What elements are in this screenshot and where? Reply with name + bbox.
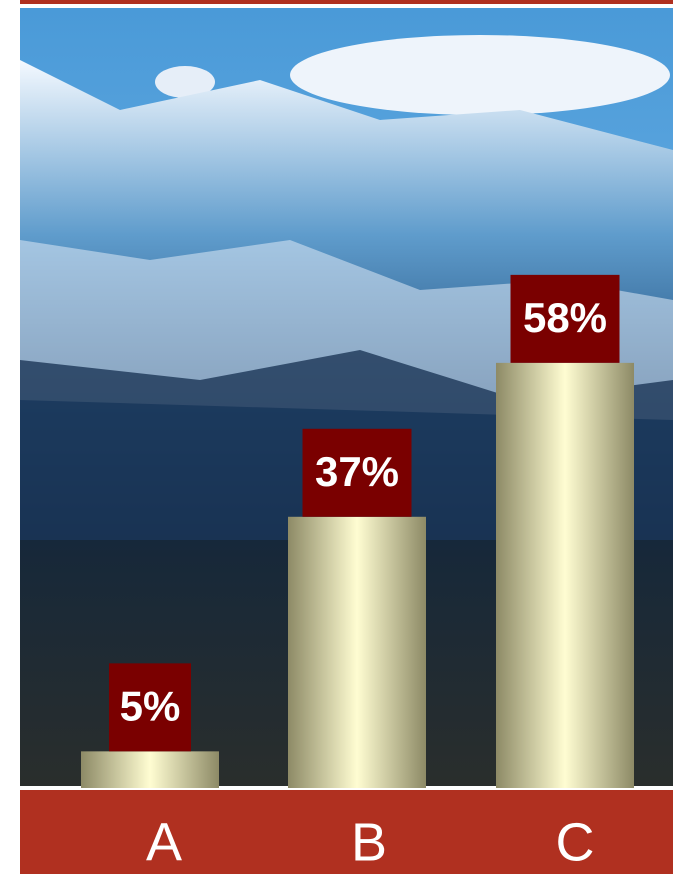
plot-area: 5% A 37% B 58% C — [81, 274, 634, 872]
top-band — [20, 0, 673, 4]
value-label-box — [109, 663, 191, 752]
value-label-box — [302, 428, 412, 517]
bar — [496, 362, 634, 788]
value-label: 58% — [523, 294, 607, 341]
x-tick-label: B — [351, 812, 387, 872]
x-tick-label: A — [146, 812, 182, 872]
value-label: 5% — [120, 682, 181, 729]
bar — [288, 516, 426, 788]
x-tick-label: C — [556, 812, 595, 872]
bar — [81, 751, 219, 788]
category-band — [20, 790, 673, 874]
value-label-box — [510, 274, 620, 363]
value-label: 37% — [315, 448, 399, 495]
